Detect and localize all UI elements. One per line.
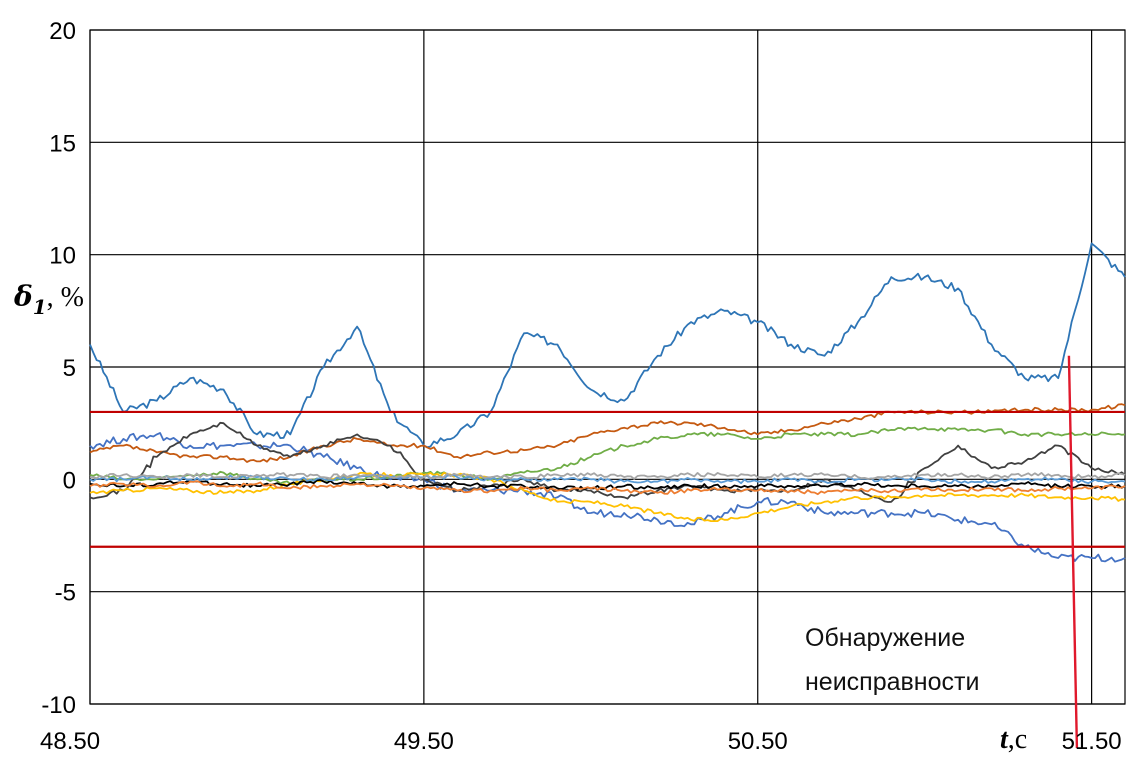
annotation-line-2: неисправности [805,668,979,696]
y-axis-label: δ1, % [13,280,84,319]
series-line-7 [89,474,1126,485]
y-tick-label-4: 0 [63,467,76,494]
y-tick-label-0: 20 [49,18,76,45]
series-line-0 [89,242,1126,449]
threshold-lines [90,355,1125,749]
y-tick-label-6: -10 [41,692,76,719]
x-tick-label-2: 50.50 [728,728,788,755]
grid-lines [89,29,1126,705]
detection-line [1067,355,1079,749]
y-tick-label-5: -5 [55,580,76,607]
x-axis-label: t,с [1000,724,1027,755]
series-line-9 [90,472,1126,480]
annotation-line-1: Обнаружение [805,624,965,652]
x-tick-label-3: 51.50 [1062,728,1122,755]
series-line-4 [89,421,1126,503]
x-tick-label-0: 48.50 [40,728,100,755]
series-line-1 [89,432,1126,563]
y-tick-label-1: 15 [49,130,76,157]
y-tick-labels: 20 15 10 5 0 -5 -10 [41,18,76,719]
x-tick-label-1: 49.50 [394,728,454,755]
x-tick-labels: 48.50 49.50 50.50 51.50 [40,728,1122,755]
series-line-8 [89,480,1126,496]
series-group [89,242,1126,563]
y-tick-label-2: 10 [49,243,76,270]
y-tick-label-3: 5 [63,355,76,382]
series-line-5 [89,471,1126,522]
